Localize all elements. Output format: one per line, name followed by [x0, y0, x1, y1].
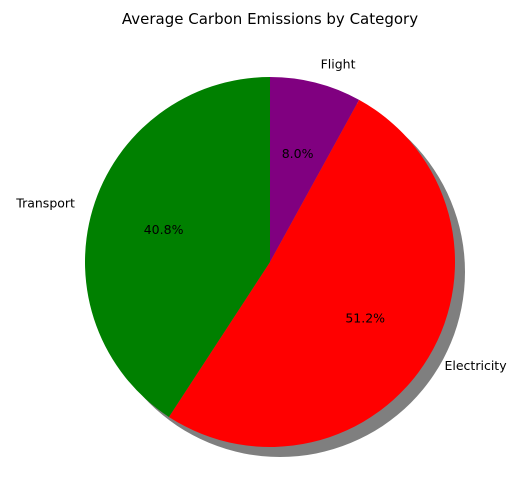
chart-title: Average Carbon Emissions by Category [122, 10, 418, 28]
percent-label-transport: 40.8% [144, 222, 184, 237]
pie-slice-transport [84, 77, 270, 417]
pie-slice-flight [270, 77, 360, 262]
percent-label-electricity: 51.2% [345, 311, 385, 326]
pie-labels: Flight 8.0% Electricity 51.2% Transport 40.8% [15, 56, 507, 373]
pie-slice-electricity [168, 99, 455, 447]
pie-slices [84, 77, 455, 447]
category-label-transport: Transport [15, 195, 75, 210]
category-label-electricity: Electricity [445, 358, 508, 373]
category-label-flight: Flight [321, 56, 356, 71]
percent-label-flight: 8.0% [282, 146, 314, 161]
